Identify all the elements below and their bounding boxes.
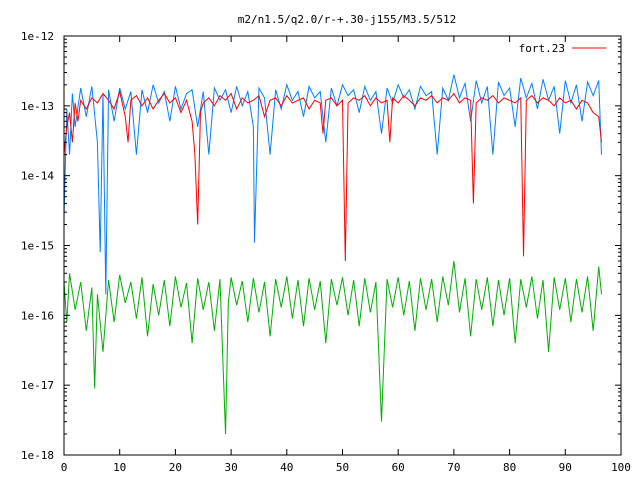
y-ticks: 1e-18 1e-17 1e-16 1e-15 1e-14 1e-13 1e-12 [21,30,621,462]
x-tick-label: 60 [392,461,405,474]
x-tick-label: 40 [280,461,293,474]
x-tick-label: 100 [611,461,631,474]
legend: fort.23 [519,42,606,55]
x-tick-label: 0 [61,461,68,474]
x-tick-label: 10 [113,461,126,474]
plot-frame [63,35,622,456]
y-tick-label: 1e-16 [21,309,54,322]
x-tick-label: 90 [559,461,572,474]
x-ticks: 0 10 20 30 40 50 60 70 80 90 100 [61,36,631,474]
chart-title: m2/n1.5/q2.0/r-+.30-j155/M3.5/512 [238,13,457,26]
plot-series [63,74,602,434]
y-tick-label: 1e-13 [21,100,54,113]
x-tick-label: 30 [224,461,237,474]
x-tick-label: 20 [169,461,182,474]
x-tick-label: 80 [503,461,516,474]
y-tick-label: 1e-18 [21,449,54,462]
series-line-1 [63,74,602,295]
series-line-0 [63,89,602,261]
y-tick-label: 1e-14 [21,170,54,183]
legend-label: fort.23 [519,42,565,55]
y-tick-label: 1e-15 [21,240,54,253]
series-line-2 [63,260,602,434]
y-tick-label: 1e-12 [21,30,54,43]
x-tick-label: 50 [336,461,349,474]
y-tick-label: 1e-17 [21,379,54,392]
x-tick-label: 70 [447,461,460,474]
